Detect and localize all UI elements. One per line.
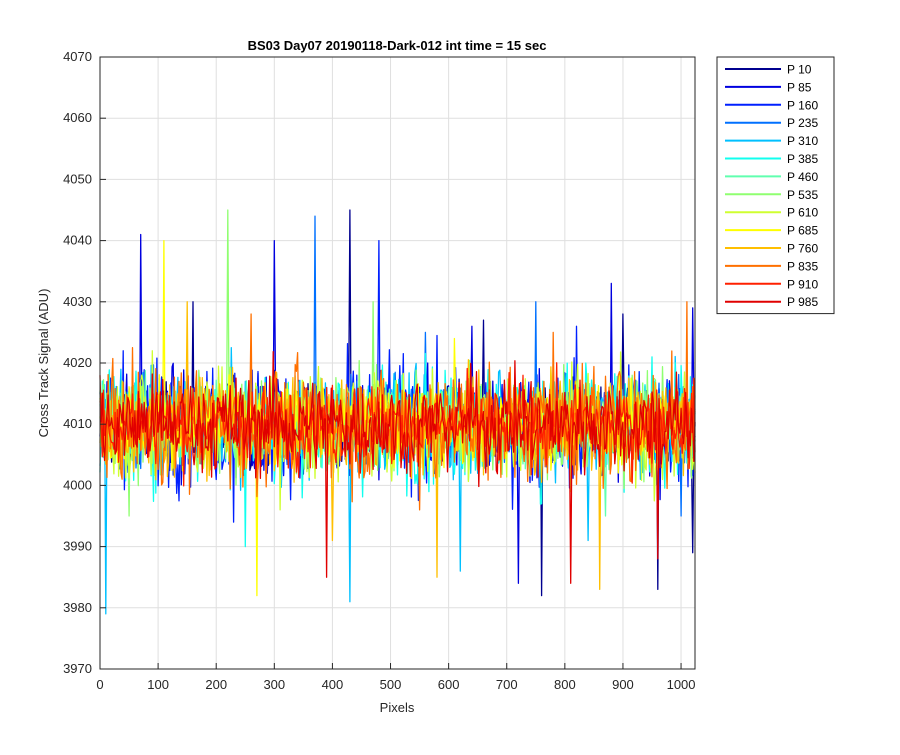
series-line-p-985 (99, 351, 696, 584)
y-tick-label: 4060 (63, 110, 92, 125)
legend-label: P 160 (787, 98, 818, 112)
chart-title: BS03 Day07 20190118-Dark-012 int time = … (248, 38, 547, 53)
legend-label: P 910 (787, 277, 818, 291)
y-tick-label: 4040 (63, 233, 92, 248)
y-tick-label: 4000 (63, 477, 92, 492)
x-tick-label: 800 (554, 677, 576, 692)
x-tick-label: 600 (438, 677, 460, 692)
legend-label: P 10 (787, 63, 812, 77)
x-tick-label: 0 (96, 677, 103, 692)
legend-label: P 310 (787, 134, 818, 148)
legend-label: P 85 (787, 80, 812, 94)
y-tick-label: 4010 (63, 416, 92, 431)
y-tick-label: 4020 (63, 355, 92, 370)
legend-label: P 235 (787, 116, 818, 130)
x-axis-label: Pixels (380, 700, 415, 715)
legend: P 10 P 85 P 160 P 235 P 310 P 385 P 460 P 535 P … (716, 56, 835, 315)
y-tick-label: 3980 (63, 600, 92, 615)
legend-label: P 760 (787, 242, 818, 256)
x-tick-label: 900 (612, 677, 634, 692)
x-tick-label: 200 (205, 677, 227, 692)
legend-label: P 385 (787, 152, 818, 166)
legend-label: P 685 (787, 224, 818, 238)
x-tick-label: 300 (263, 677, 285, 692)
y-tick-label: 4030 (63, 294, 92, 309)
x-tick-label: 1000 (667, 677, 696, 692)
y-tick-label: 4070 (63, 49, 92, 64)
data-traces (99, 209, 696, 615)
legend-label: P 985 (787, 295, 818, 309)
y-axis-label: Cross Track Signal (ADU) (36, 289, 51, 438)
x-tick-label: 100 (147, 677, 169, 692)
legend-label: P 610 (787, 206, 818, 220)
x-tick-label: 400 (322, 677, 344, 692)
legend-box (716, 56, 835, 315)
legend-label: P 460 (787, 170, 818, 184)
legend-label: P 835 (787, 259, 818, 273)
y-tick-label: 3970 (63, 661, 92, 676)
x-tick-label: 500 (380, 677, 402, 692)
y-axis: 3970 3980 3990 4000 4010 4020 4030 4040 4050 4060… (63, 49, 106, 676)
x-tick-label: 700 (496, 677, 518, 692)
y-tick-label: 3990 (63, 539, 92, 554)
legend-label: P 535 (787, 188, 818, 202)
y-tick-label: 4050 (63, 171, 92, 186)
x-axis: 0 100 200 300 400 500 600 700 800 900 1000 (96, 663, 696, 692)
